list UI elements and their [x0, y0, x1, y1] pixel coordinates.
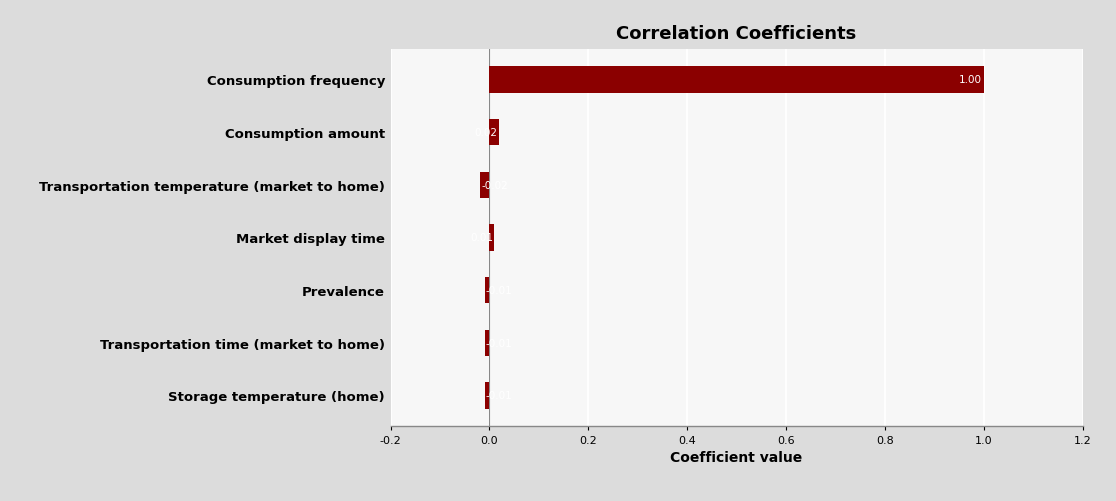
Bar: [484, 382, 490, 409]
Title: Correlation Coefficients: Correlation Coefficients: [616, 25, 857, 43]
Text: -0.02: -0.02: [481, 180, 508, 190]
Bar: [490, 67, 983, 94]
X-axis label: Coefficient value: Coefficient value: [671, 450, 802, 464]
Text: -0.01: -0.01: [485, 338, 512, 348]
Bar: [484, 278, 490, 304]
Text: 0.02: 0.02: [474, 128, 498, 138]
Text: 1.00: 1.00: [959, 75, 982, 85]
Text: 0.01: 0.01: [470, 233, 493, 243]
Bar: [484, 330, 490, 356]
Bar: [490, 225, 494, 251]
Bar: [480, 172, 490, 198]
Text: -0.01: -0.01: [485, 391, 512, 401]
Text: -0.01: -0.01: [485, 286, 512, 296]
Bar: [490, 120, 499, 146]
